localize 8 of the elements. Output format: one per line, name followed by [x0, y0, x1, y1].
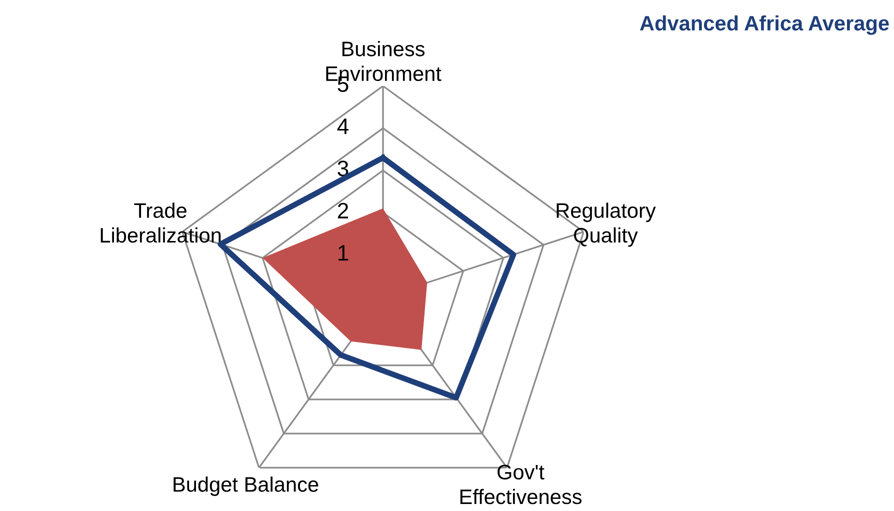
spoke-label: Gov't Effectiveness	[460, 464, 582, 504]
text: Advanced Africa Average	[640, 15, 889, 35]
y-tick-label: 4	[337, 118, 349, 134]
spoke-label: Regulatory Quality	[556, 202, 656, 247]
y-tick-label: 1	[338, 245, 348, 261]
spoke-label: Trade Liberalization	[100, 202, 221, 243]
y-tick-label: 2	[338, 202, 348, 218]
spoke-label: Budget Balance	[174, 476, 318, 496]
